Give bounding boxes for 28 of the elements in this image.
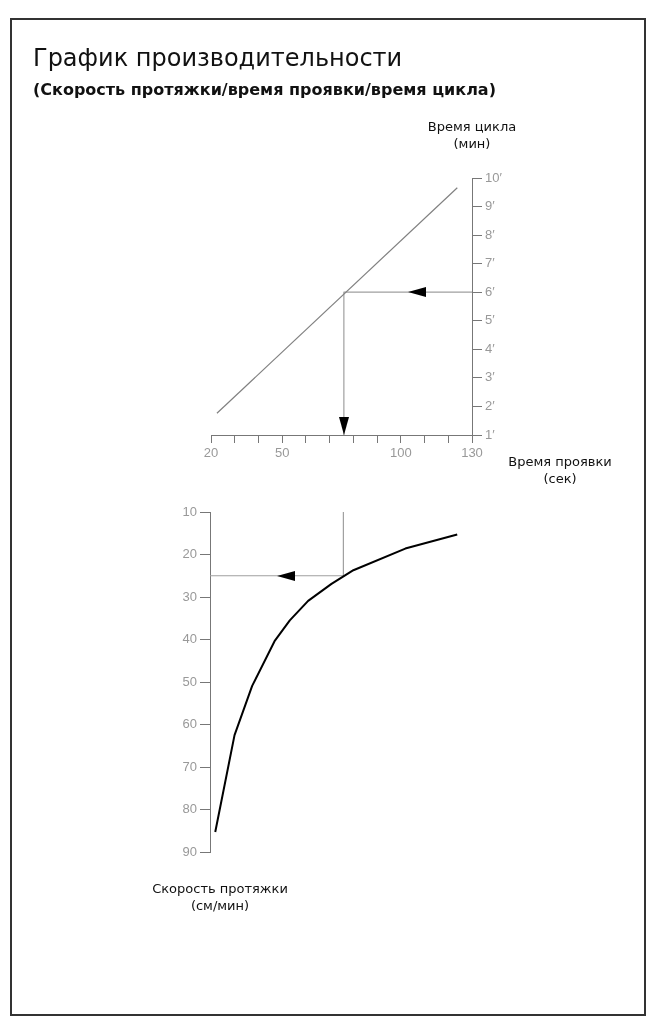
- y-tick-label: 60: [182, 716, 197, 732]
- y-axis-title: Время цикла (мин): [426, 118, 518, 152]
- x-axis-title: Время проявки (сек): [507, 453, 613, 487]
- y-tick-label: 50: [182, 673, 197, 689]
- y-tick-label: 80: [182, 801, 197, 817]
- x-tick-label: 130: [461, 445, 483, 461]
- y-tick-label: 70: [182, 758, 197, 774]
- y-axis-title: Скорость протяжки (см/мин): [151, 880, 289, 914]
- chart-subtitle: (Скорость протяжки/время проявки/время цикла): [33, 80, 496, 99]
- y-tick-label: 9′: [485, 198, 496, 214]
- x-tick-label: 20: [203, 445, 219, 461]
- y-tick-label: 10: [182, 503, 197, 519]
- y-tick-label: 7′: [485, 255, 496, 271]
- y-tick-label: 30: [182, 588, 197, 604]
- y-tick-label: 6′: [485, 283, 496, 299]
- y-tick-label: 2′: [485, 398, 496, 414]
- y-tick-label: 20: [182, 546, 197, 562]
- y-tick-label: 4′: [485, 340, 496, 356]
- y-tick-label: 10′: [485, 169, 503, 185]
- y-tick-label: 5′: [485, 312, 496, 328]
- y-tick-label: 3′: [485, 369, 496, 385]
- y-tick-label: 8′: [485, 226, 496, 242]
- chart-title: График производительности: [33, 44, 403, 72]
- y-tick-label: 90: [182, 843, 197, 859]
- x-tick-label: 50: [274, 445, 290, 461]
- y-tick-label: 40: [182, 631, 197, 647]
- y-tick-label: 1′: [485, 426, 496, 442]
- x-tick-label: 100: [389, 445, 412, 461]
